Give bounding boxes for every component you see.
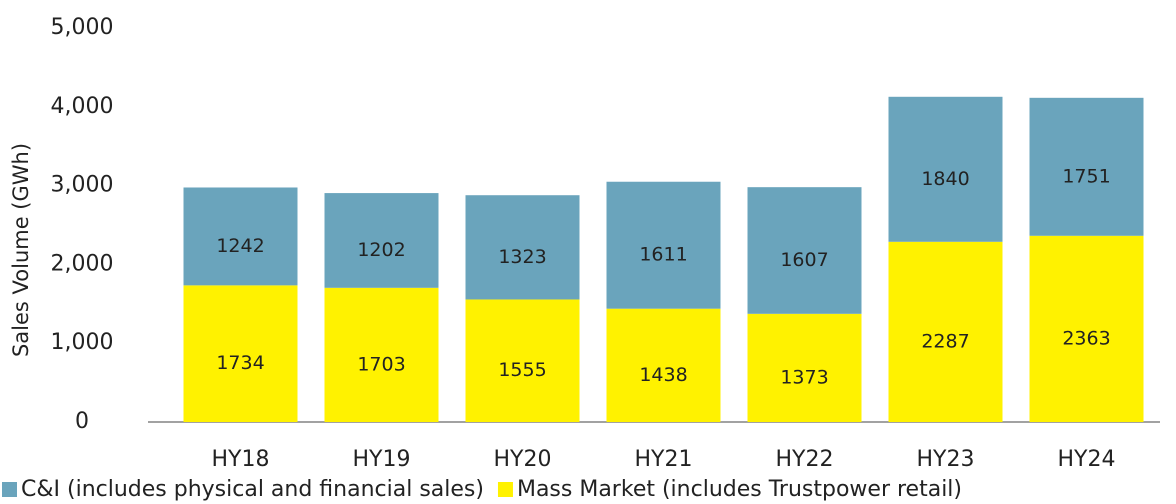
y-tick-label: 5,000 [51,15,114,40]
data-label: 1373 [780,366,828,388]
data-label: 1611 [639,244,687,266]
data-label: 1703 [357,353,405,375]
y-tick-label: 4,000 [51,94,114,119]
data-label: 1607 [780,249,828,271]
legend-swatch [2,482,17,497]
bar-segment [465,299,580,422]
y-axis-label: Sales Volume (GWh) [9,143,33,357]
bar-segment [324,193,439,288]
data-label: 1751 [1062,165,1110,187]
data-label: 1734 [216,352,264,374]
y-tick-label: 3,000 [51,173,114,198]
bar-segment [465,195,580,300]
bar-segment [183,285,298,422]
data-label: 1323 [498,246,546,268]
x-tick-label: HY23 [917,447,975,472]
y-tick-label: 0 [75,409,89,434]
data-label: 1202 [357,239,405,261]
x-tick-label: HY21 [635,447,693,472]
data-label: 1242 [216,235,264,257]
bar-segment [747,313,862,422]
bar-segment [888,241,1003,422]
x-tick-label: HY19 [353,447,411,472]
bar-segment [1029,97,1144,236]
bar-segment [606,308,721,422]
data-label: 2287 [921,330,969,352]
data-label: 2363 [1062,327,1110,349]
x-tick-label: HY22 [776,447,834,472]
x-tick-label: HY20 [494,447,552,472]
legend-label: Mass Market (includes Trustpower retail) [517,477,962,502]
bar-segment [1029,235,1144,422]
bar-segment [324,287,439,422]
x-tick-label: HY18 [212,447,270,472]
legend-swatch [497,482,513,497]
bar-segment [183,187,298,286]
data-label: 1438 [639,364,687,386]
y-tick-label: 2,000 [51,251,114,276]
bar-segment [888,96,1003,242]
legend-label: C&I (includes physical and financial sal… [21,477,484,502]
bar-segment [606,181,721,309]
data-label: 1555 [498,359,546,381]
data-label: 1840 [921,168,969,190]
y-tick-label: 1,000 [51,330,114,355]
bar-segment [747,187,862,314]
x-tick-label: HY24 [1058,447,1116,472]
